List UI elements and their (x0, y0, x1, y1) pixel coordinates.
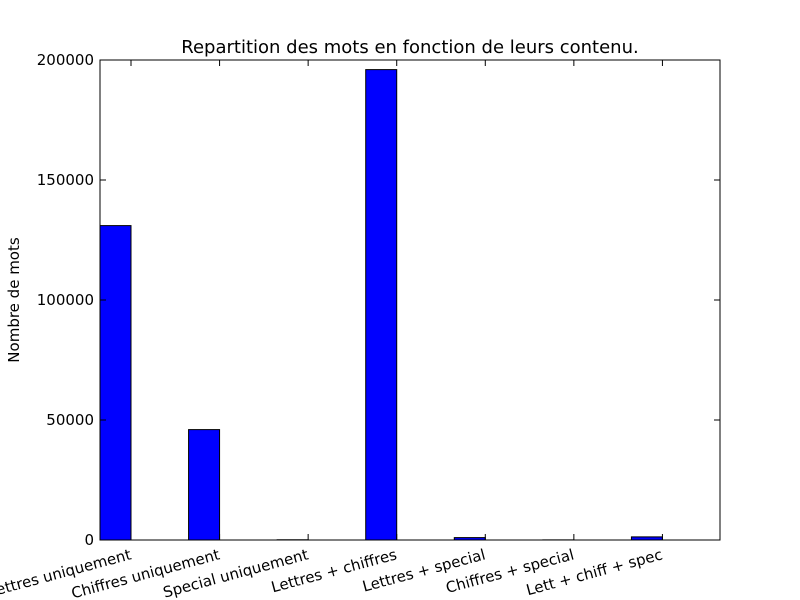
chart-title: Repartition des mots en fonction de leur… (181, 37, 638, 58)
y-tick-label: 150000 (37, 171, 94, 189)
bar-3 (365, 69, 398, 541)
y-tick-label: 200000 (37, 51, 94, 69)
plot-area-frame (99, 59, 721, 541)
y-axis-label: Nombre de mots (5, 237, 23, 363)
y-tick-label: 0 (84, 531, 94, 549)
y-tick-label: 50000 (46, 411, 94, 429)
bar-0 (99, 225, 132, 541)
y-tick-label: 100000 (37, 291, 94, 309)
bar-1 (188, 429, 221, 541)
